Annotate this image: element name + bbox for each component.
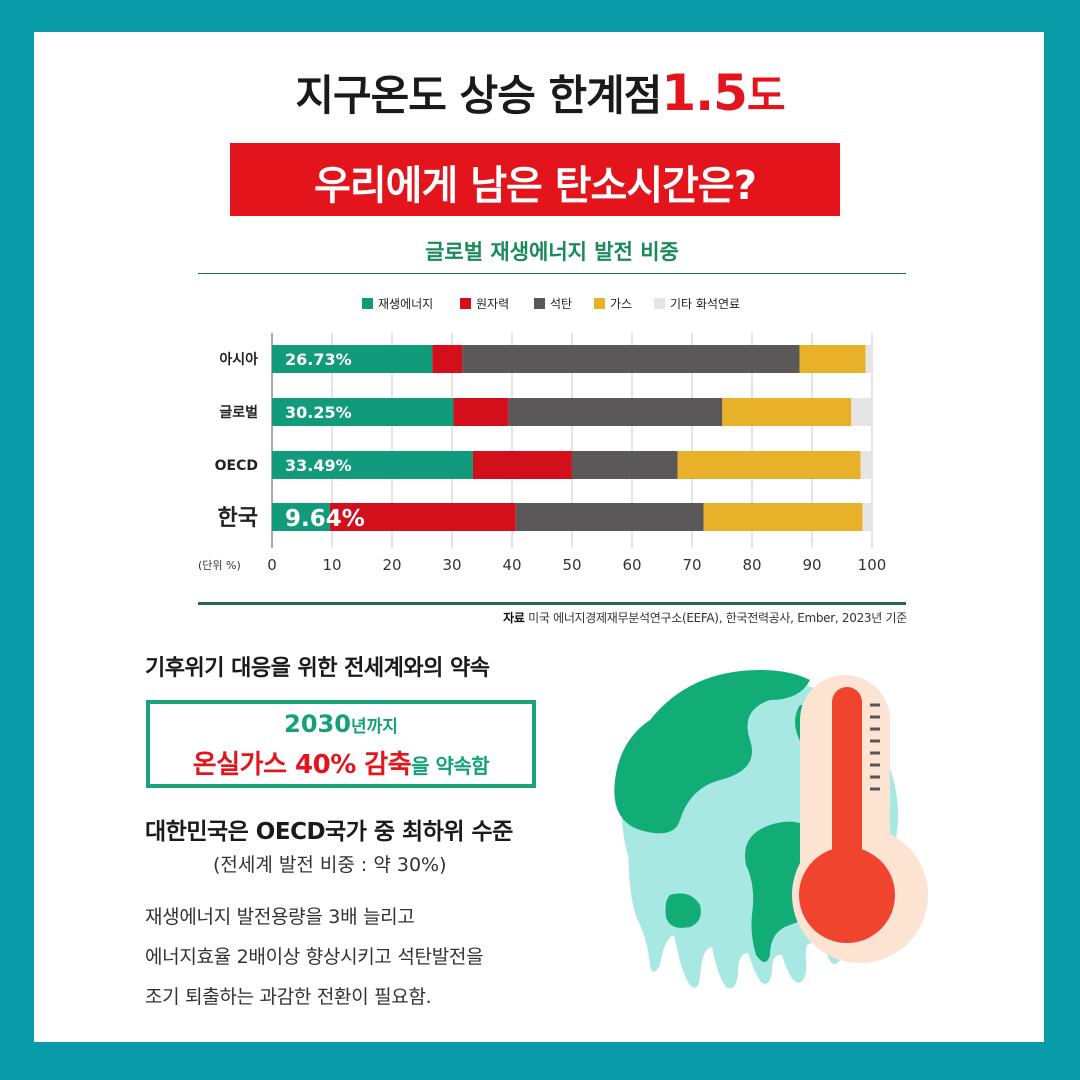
pledge-box: 2030년까지 온실가스 40% 감축을 약속함 [146, 700, 536, 788]
chart-title-rule [198, 273, 906, 274]
melting-earth-illustration [614, 670, 928, 989]
title-text: 지구온도 상승 한계점 [295, 71, 662, 120]
source-note: 자료 미국 에너지경제재무분석연구소(EEFA), 한국전력공사, Ember,… [0, 609, 907, 626]
chart-title: 글로벌 재생에너지 발전 비중 [425, 240, 679, 264]
body-line-3: 조기 퇴출하는 과감한 전환이 필요함. [145, 986, 432, 1008]
source-text: 미국 에너지경제재무분석연구소(EEFA), 한국전력공사, Ember, 20… [528, 611, 907, 625]
pledge-title: 기후위기 대응을 위한 전세계와의 약속 [145, 656, 490, 681]
pledge-target-suffix: 을 약속함 [411, 754, 490, 778]
pledge-target-line: 온실가스 40% 감축을 약속함 [150, 744, 532, 781]
title-unit: 도 [746, 71, 786, 120]
korea-subheading: (전세계 발전 비중 : 약 30%) [213, 854, 447, 876]
body-line-2: 에너지효율 2배이상 향상시키고 석탄발전을 [145, 946, 484, 968]
korea-heading: 대한민국은 OECD국가 중 최하위 수준 [145, 819, 513, 845]
main-title: 지구온도 상승 한계점1.5도 [0, 62, 1080, 123]
source-label: 자료 [503, 611, 525, 625]
pledge-year-suffix: 년까지 [350, 717, 398, 737]
title-banner: 우리에게 남은 탄소시간은? [230, 143, 840, 216]
pledge-year: 2030 [284, 710, 351, 738]
pledge-target: 온실가스 40% 감축 [192, 750, 412, 780]
title-number: 1.5 [661, 64, 748, 122]
body-line-1: 재생에너지 발전용량을 3배 늘리고 [145, 906, 415, 928]
thermometer-icon [792, 675, 928, 963]
pledge-year-line: 2030년까지 [150, 710, 532, 738]
banner-text: 우리에게 남은 탄소시간은? [314, 163, 757, 209]
chart-bottom-rule [198, 602, 906, 605]
